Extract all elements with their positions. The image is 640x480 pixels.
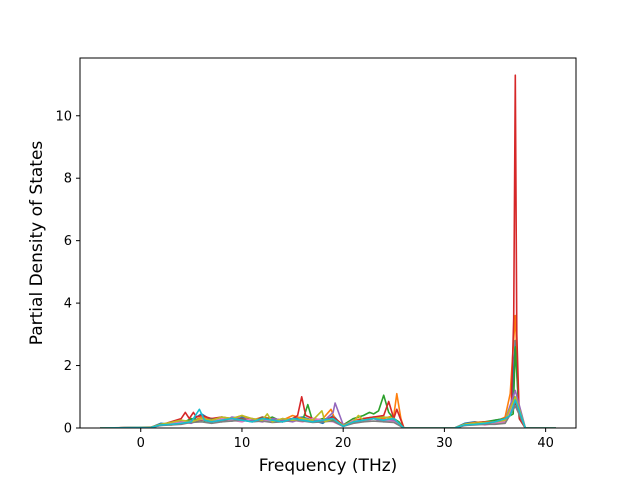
series-line-10: [100, 399, 556, 428]
y-axis-label: Partial Density of States: [27, 141, 47, 346]
x-tick-label: 0: [137, 436, 145, 451]
series-layer: [100, 74, 556, 428]
plot-background: [80, 58, 576, 428]
y-tick-label: 0: [64, 422, 72, 437]
y-axis-ticks: 0 2 4 6 8 10: [55, 109, 80, 437]
y-tick-label: 6: [64, 234, 72, 249]
x-axis-label: Frequency (THz): [259, 456, 398, 476]
x-tick-label: 20: [335, 436, 352, 451]
x-tick-label: 30: [436, 436, 453, 451]
x-tick-label: 40: [537, 436, 554, 451]
y-tick-label: 2: [64, 359, 72, 374]
y-tick-label: 8: [64, 172, 72, 187]
plot-frame: [79, 57, 577, 429]
x-tick-label: 10: [234, 436, 251, 451]
y-tick-label: 4: [64, 297, 72, 312]
x-axis-ticks: 0 10 20 30 40: [137, 428, 554, 451]
y-tick-label: 10: [55, 109, 72, 124]
